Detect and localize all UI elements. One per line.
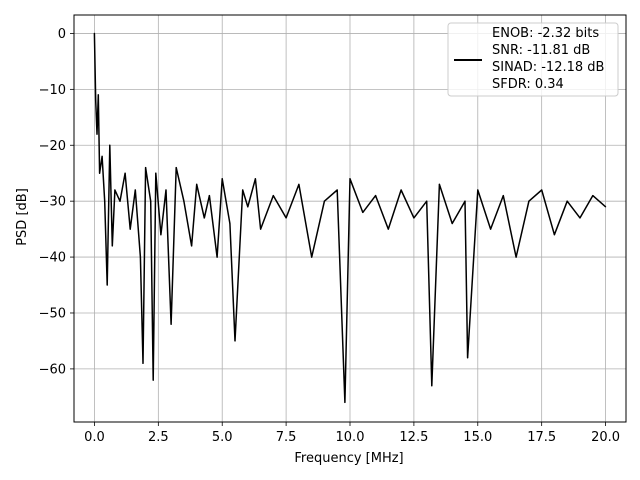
- x-tick-label: 0.0: [84, 430, 105, 445]
- psd-data-point: [375, 195, 377, 197]
- psd-data-point: [196, 183, 198, 185]
- y-tick-label: −60: [39, 362, 66, 377]
- psd-data-point: [106, 284, 108, 286]
- x-tick-label: 20.0: [591, 430, 620, 445]
- y-tick-label: 0: [58, 27, 66, 42]
- psd-data-point: [150, 200, 152, 202]
- x-tick-label: 7.5: [276, 430, 297, 445]
- psd-data-point: [104, 200, 106, 202]
- psd-data-point: [96, 133, 98, 135]
- psd-data-point: [566, 200, 568, 202]
- psd-data-point: [208, 195, 210, 197]
- legend-sinad: SINAD: -12.18 dB: [492, 60, 604, 75]
- psd-data-point: [344, 401, 346, 403]
- psd-data-point: [191, 245, 193, 247]
- psd-data-point: [426, 200, 428, 202]
- psd-data-point: [95, 99, 97, 102]
- legend-snr: SNR: -11.81 dB: [492, 43, 590, 58]
- psd-data-point: [97, 94, 99, 96]
- psd-data-point: [605, 206, 607, 208]
- psd-data-point: [285, 217, 287, 219]
- psd-data-point: [311, 256, 313, 258]
- psd-data-point: [175, 167, 177, 169]
- psd-data-point: [109, 144, 111, 146]
- psd-data-point: [490, 228, 492, 230]
- psd-trace-group: [93, 32, 607, 404]
- psd-data-point: [349, 178, 351, 180]
- psd-data-point: [298, 183, 300, 185]
- psd-data-point: [99, 172, 101, 174]
- psd-data-point: [579, 217, 581, 219]
- psd-data-point: [323, 200, 325, 202]
- psd-data-point: [170, 323, 172, 325]
- y-tick-label: −50: [39, 306, 66, 321]
- psd-data-point: [528, 200, 530, 202]
- psd-data-point: [101, 155, 103, 157]
- psd-data-point: [229, 222, 231, 225]
- psd-data-point: [464, 200, 466, 202]
- psd-data-point: [413, 217, 415, 219]
- psd-data-point: [134, 189, 136, 191]
- legend-sfdr: SFDR: 0.34: [492, 77, 564, 92]
- psd-data-point: [221, 178, 223, 180]
- psd-series-line: [93, 33, 607, 404]
- psd-data-point: [438, 183, 440, 185]
- psd-data-point: [124, 172, 126, 174]
- psd-data-point: [142, 362, 144, 364]
- psd-data-point: [260, 228, 262, 230]
- psd-data-point: [183, 200, 185, 202]
- x-tick-label: 5.0: [212, 430, 233, 445]
- x-tick-label: 10.0: [336, 430, 365, 445]
- x-tick-label: 17.5: [527, 430, 556, 445]
- psd-data-point: [234, 340, 236, 342]
- psd-data-point: [247, 206, 249, 208]
- psd-data-point: [242, 189, 244, 191]
- psd-data-point: [387, 228, 389, 230]
- y-tick-label: −40: [39, 251, 66, 266]
- psd-data-point: [592, 195, 594, 197]
- psd-data-point: [467, 357, 469, 359]
- y-axis: 0 −10 −20 −30 −40 −50 −60: [39, 27, 74, 377]
- psd-data-point: [336, 189, 338, 191]
- psd-data-point: [152, 379, 154, 381]
- psd-data-point: [400, 189, 402, 191]
- psd-data-point: [165, 189, 167, 191]
- x-tick-label: 12.5: [399, 430, 428, 445]
- legend: ENOB: -2.32 bits SNR: -11.81 dB SINAD: -…: [447, 22, 619, 97]
- psd-data-point: [451, 222, 453, 225]
- psd-data-point: [145, 167, 147, 169]
- legend-enob: ENOB: -2.32 bits: [492, 26, 599, 41]
- psd-data-point: [114, 189, 116, 191]
- psd-data-point: [502, 195, 504, 197]
- psd-data-point: [139, 256, 141, 258]
- psd-data-point: [272, 195, 274, 197]
- x-tick-label: 2.5: [148, 430, 169, 445]
- y-tick-label: −10: [39, 83, 66, 98]
- psd-data-point: [541, 189, 543, 191]
- y-tick-label: −30: [39, 195, 66, 210]
- psd-data-point: [477, 189, 479, 191]
- psd-data-point: [553, 234, 556, 236]
- x-tick-label: 15.0: [463, 430, 492, 445]
- legend-box: [447, 22, 619, 97]
- psd-data-point: [111, 245, 113, 247]
- psd-data-point: [160, 234, 162, 236]
- y-tick-label: −20: [39, 139, 66, 154]
- x-axis-label: Frequency [MHz]: [294, 451, 403, 466]
- psd-data-point: [155, 172, 157, 174]
- psd-data-point: [362, 211, 364, 213]
- psd-data-point: [254, 178, 256, 180]
- psd-data-point: [431, 385, 433, 387]
- psd-data-point: [216, 256, 218, 258]
- psd-data-point: [119, 200, 121, 202]
- x-axis: 0.0 2.5 5.0 7.5 10.0 12.5 15.0 17.5 20.0: [84, 422, 620, 445]
- psd-data-point: [515, 256, 517, 258]
- psd-data-point: [93, 32, 95, 35]
- psd-data-point: [203, 217, 205, 219]
- y-axis-label: PSD [dB]: [15, 188, 30, 246]
- psd-data-point: [129, 228, 131, 230]
